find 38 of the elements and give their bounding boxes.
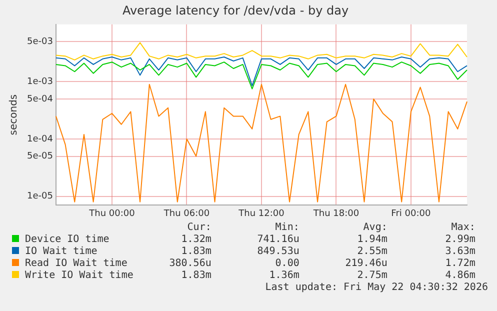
legend-label: Device IO time <box>24 234 110 246</box>
text: 4.86m <box>444 270 476 282</box>
text: 849.53u <box>256 246 300 258</box>
text: 1.83m <box>180 246 212 258</box>
y-tick-label: 5e-03 <box>26 36 53 47</box>
text: Cur: <box>186 222 212 234</box>
chart-title: Average latency for /dev/vda - by day <box>122 3 349 18</box>
text: 2.55m <box>356 246 388 258</box>
text: 1.83m <box>180 270 212 282</box>
legend-label: Write IO Wait time <box>24 270 134 282</box>
text: Max: <box>450 222 476 234</box>
y-tick-label: 5e-05 <box>26 152 53 162</box>
text: 380.56u <box>168 258 212 270</box>
text: Avg: <box>362 222 388 234</box>
text: 1.36m <box>268 270 300 282</box>
text: 2.99m <box>444 234 476 246</box>
text: 741.16u <box>256 234 300 246</box>
text: 1.94m <box>356 234 388 246</box>
legend-label: Read IO Wait time <box>24 258 128 270</box>
text: 1.32m <box>180 234 212 246</box>
y-tick-label: 1e-04 <box>26 134 54 144</box>
y-tick-label: 1e-05 <box>26 192 53 202</box>
y-axis-title: seconds <box>8 94 20 136</box>
text: Min: <box>274 222 300 234</box>
text: 2.75m <box>356 270 388 282</box>
legend-label: IO Wait time <box>24 246 98 258</box>
y-tick-label: 1e-03 <box>26 77 53 88</box>
text: 219.46u <box>344 258 388 270</box>
x-tick-label: Fri 00:00 <box>391 208 431 219</box>
y-tick-label: 5e-04 <box>26 94 54 104</box>
text: 3.63m <box>444 246 476 258</box>
text: 1.72m <box>444 258 476 270</box>
text: 0.00 <box>274 258 300 270</box>
x-tick-label: Thu 06:00 <box>162 208 210 219</box>
text: Last update: Fri May 22 04:30:32 2026 <box>264 282 488 293</box>
x-tick-label: Thu 12:00 <box>238 208 285 219</box>
x-tick-label: Thu 00:00 <box>88 208 136 219</box>
x-tick-label: Thu 18:00 <box>312 208 360 219</box>
